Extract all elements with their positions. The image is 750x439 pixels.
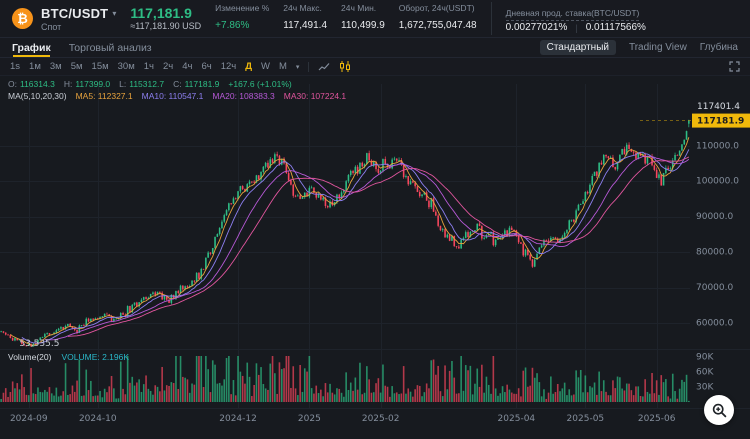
- interval-15м[interactable]: 15м: [91, 61, 109, 72]
- low-24h-value: 110,499.9: [341, 19, 385, 31]
- btc-logo-icon: ₿: [12, 8, 33, 29]
- mode-depth-button[interactable]: Глубина: [699, 42, 738, 53]
- interval-12ч[interactable]: 12ч: [220, 61, 237, 72]
- market-header: ₿ BTC/USDT ▾ Спот 117,181.9 ≈117,181.90 …: [0, 0, 750, 38]
- interval-1ч[interactable]: 1ч: [143, 61, 154, 72]
- more-intervals-chevron-icon[interactable]: ▾: [295, 63, 300, 71]
- price-in-usd: ≈117,181.90 USD: [130, 20, 202, 31]
- interval-3м[interactable]: 3м: [49, 61, 62, 72]
- last-price: 117,181.9: [130, 4, 192, 21]
- toolbar-divider: [308, 61, 310, 72]
- interval-toolbar: 1s 1м 3м 5м 15м 30м 1ч 2ч 4ч 6ч 12ч Д W М ▾: [0, 58, 750, 76]
- change-stat: Изменение % +7.86%: [215, 3, 269, 34]
- fullscreen-icon[interactable]: [729, 61, 740, 72]
- chevron-down-icon: ▾: [112, 8, 117, 18]
- chart-tabs-row: График Торговый анализ Стандартный Tradi…: [0, 38, 750, 58]
- high-24h-stat: 24ч Макс. 117,491.4: [283, 3, 327, 34]
- tab-trading-analysis[interactable]: Торговый анализ: [68, 41, 152, 54]
- chart-area: O: 116314.3 H: 117399.0 L: 115312.7 C: 11718…: [0, 76, 750, 439]
- chart-mode-switcher: Стандартный Trading View Глубина: [539, 40, 738, 55]
- interval-Д[interactable]: Д: [245, 61, 252, 72]
- interval-4ч[interactable]: 4ч: [182, 61, 193, 72]
- pair-selector[interactable]: ₿ BTC/USDT ▾ Спот: [12, 6, 116, 32]
- turnover-24h-value: 1,672,755,047.48: [398, 19, 477, 31]
- funding-rate-stat: Дневная прод. ставка(BTC/USDT) 0.0027702…: [490, 2, 646, 35]
- low-24h-label: 24ч Мин.: [341, 3, 377, 14]
- interval-М[interactable]: М: [278, 61, 287, 72]
- high-24h-value: 117,491.4: [283, 19, 328, 31]
- last-price-block: 117,181.9 ≈117,181.90 USD: [130, 5, 201, 32]
- candlestick-icon[interactable]: [339, 61, 351, 72]
- line-chart-icon[interactable]: [318, 62, 330, 72]
- turnover-24h-stat: Оборот, 24ч(USDT) 1,672,755,047.48: [399, 3, 477, 34]
- interval-1м[interactable]: 1м: [29, 61, 41, 72]
- mode-tradingview-button[interactable]: Trading View: [628, 42, 687, 53]
- mode-standard-button[interactable]: Стандартный: [539, 40, 616, 55]
- funding-rate-value-1: 0.00277021%: [505, 22, 568, 34]
- funding-rate-value-2: 0.01117566%: [585, 22, 646, 34]
- pair-name: BTC/USDT: [41, 5, 109, 21]
- funding-separator: |: [575, 22, 578, 33]
- interval-1s[interactable]: 1s: [10, 61, 21, 72]
- candlestick-chart-canvas[interactable]: [0, 76, 750, 439]
- interval-30м[interactable]: 30м: [117, 61, 135, 72]
- interval-2ч[interactable]: 2ч: [162, 61, 174, 72]
- low-24h-stat: 24ч Мин. 110,499.9: [341, 3, 385, 34]
- interval-5м[interactable]: 5м: [70, 61, 83, 72]
- high-24h-label: 24ч Макс.: [283, 3, 322, 14]
- funding-rate-label: Дневная прод. ставка(BTC/USDT): [505, 8, 640, 21]
- magnifier-plus-icon: [712, 403, 727, 418]
- market-type-label[interactable]: Спот: [41, 21, 62, 32]
- interval-6ч[interactable]: 6ч: [201, 61, 212, 72]
- change-label: Изменение %: [215, 3, 270, 14]
- turnover-24h-label: Оборот, 24ч(USDT): [398, 3, 475, 14]
- change-value: +7.86%: [215, 19, 250, 31]
- tab-chart[interactable]: График: [12, 38, 51, 57]
- magnifier-zoom-button[interactable]: [704, 395, 734, 425]
- interval-W[interactable]: W: [261, 61, 270, 72]
- interval-list: 1s 1м 3м 5м 15м 30м 1ч 2ч 4ч 6ч 12ч Д W М: [10, 61, 287, 72]
